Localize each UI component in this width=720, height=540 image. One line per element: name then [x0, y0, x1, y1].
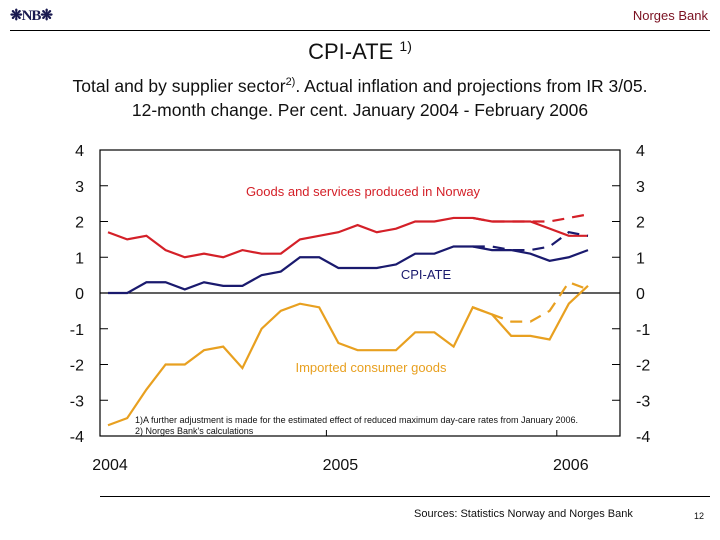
- norges-bank-logo: ❋NB❋: [10, 8, 53, 24]
- y-tick-label-right: -1: [636, 322, 650, 339]
- y-tick-label-right: -2: [636, 358, 650, 375]
- series-line-0: [107, 216, 588, 259]
- series-line-1: [108, 245, 589, 295]
- y-tick-label-left: -4: [70, 429, 84, 446]
- projection-line-2: [472, 280, 589, 323]
- chart-title: CPI-ATE 1): [0, 38, 720, 65]
- y-tick-label-left: 0: [75, 286, 84, 303]
- title-text: CPI-ATE: [308, 39, 394, 64]
- y-tick-label-left: 2: [75, 215, 84, 232]
- sources: Sources: Statistics Norway and Norges Ba…: [414, 508, 633, 520]
- y-tick-label-right: 4: [636, 143, 645, 160]
- projection-line-1: [472, 231, 589, 252]
- x-tick-label: 2005: [323, 457, 359, 474]
- title-footnote-mark: 1): [399, 38, 412, 54]
- y-tick-label-right: -3: [636, 393, 650, 410]
- series-label: CPI-ATE: [401, 267, 452, 282]
- subtitle-line1-rest: . Actual inflation and projections from …: [295, 75, 648, 96]
- y-tick-label-left: 4: [75, 143, 84, 160]
- x-tick-label: 2004: [92, 457, 128, 474]
- footnote-1: 1)A further adjustment is made for the e…: [135, 415, 578, 425]
- y-tick-label-right: 1: [636, 250, 645, 267]
- y-tick-label-left: -1: [70, 322, 84, 339]
- y-tick-label-left: -3: [70, 393, 84, 410]
- footnote-2: 2) Norges Bank's calculations: [135, 426, 254, 436]
- y-tick-label-right: -4: [636, 429, 650, 446]
- subtitle-footnote-mark: 2): [285, 76, 296, 88]
- y-tick-label-left: -2: [70, 358, 84, 375]
- y-tick-label-left: 1: [75, 250, 84, 267]
- footer-divider: [100, 496, 710, 497]
- series-line-2: [107, 285, 589, 427]
- series-label: Imported consumer goods: [295, 360, 447, 375]
- y-tick-label-right: 2: [636, 215, 645, 232]
- bank-name: Norges Bank: [632, 8, 708, 23]
- y-tick-label-right: 0: [636, 286, 645, 303]
- header-divider: [10, 30, 710, 31]
- subtitle-line2: 12-month change. Per cent. January 2004 …: [131, 99, 589, 120]
- y-tick-label-left: 3: [75, 179, 84, 196]
- page-number: 12: [694, 511, 705, 521]
- chart-subtitle: Total and by supplier sector2). Actual i…: [0, 70, 720, 122]
- y-tick-label-right: 3: [636, 179, 645, 196]
- x-tick-label: 2006: [553, 457, 589, 474]
- series-label: Goods and services produced in Norway: [246, 184, 481, 199]
- subtitle-line1: Total and by supplier sector: [72, 75, 286, 96]
